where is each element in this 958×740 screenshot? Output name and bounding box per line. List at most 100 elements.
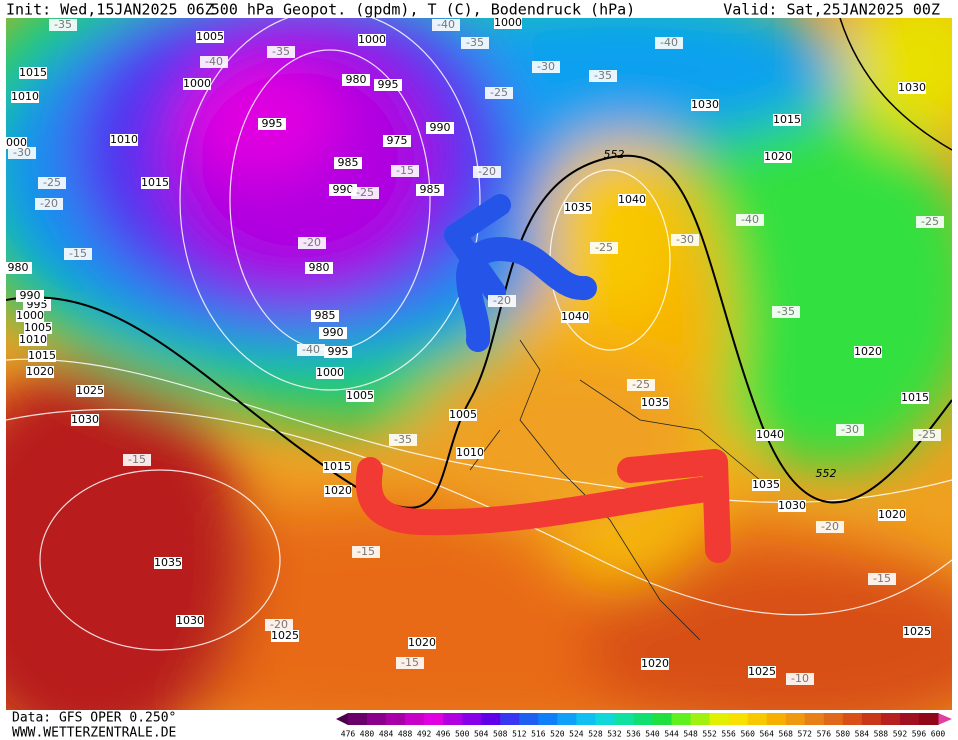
- isobar-label: 1035: [154, 556, 182, 569]
- isotherm-label-box: [589, 70, 617, 82]
- isobar-label: 1005: [24, 321, 52, 334]
- colorbar-band: [709, 713, 730, 725]
- colorbar-band: [500, 713, 520, 725]
- isobar-label: 1040: [561, 310, 589, 323]
- isobar-label-box: [901, 392, 929, 404]
- colorbar-label: 476: [341, 730, 356, 739]
- colorbar-label: 500: [455, 730, 470, 739]
- colorbar-band: [690, 713, 711, 725]
- colorbar-band: [633, 713, 654, 725]
- isobar-label: 1020: [408, 636, 436, 649]
- website: WWW.WETTERZENTRALE.DE: [12, 726, 176, 740]
- isobar-label: 1025: [903, 625, 931, 638]
- isobar-label-box: [854, 346, 882, 358]
- isotherm-label: -15: [401, 656, 419, 669]
- isobar-label: 975: [387, 134, 408, 147]
- colorbar: 476 480 484 488 492 496 500 504 508 512 516 520 524 5…: [336, 713, 952, 739]
- colorbar-band: [348, 713, 368, 725]
- colorbar-label: 568: [779, 730, 794, 739]
- isotherm-label-box: [786, 673, 814, 685]
- isobar-label: 1035: [564, 201, 592, 214]
- isobar-label: 1000: [16, 309, 44, 322]
- isobar-label: 995: [378, 78, 399, 91]
- isotherm-label-box: [772, 306, 800, 318]
- isobar-label: 990: [430, 121, 451, 134]
- colorbar-label: 512: [512, 730, 527, 739]
- isobar-label-box: [456, 447, 484, 459]
- colorbar-band: [557, 713, 577, 725]
- isotherm-label: -25: [632, 378, 650, 391]
- isotherm-label: -35: [777, 305, 795, 318]
- isobar-label: 1015: [773, 113, 801, 126]
- isobar-label: 1010: [11, 90, 39, 103]
- isobar-label: 1015: [19, 66, 47, 79]
- isotherm-label-box: [485, 87, 513, 99]
- isotherm-label-box: [267, 46, 295, 58]
- isotherm-label-box: [64, 248, 92, 260]
- colorbar-band: [443, 713, 463, 725]
- isobar-label: 1040: [618, 193, 646, 206]
- isobar-label: 1030: [71, 413, 99, 426]
- isotherm-label-box: [473, 166, 501, 178]
- isobar-label: 1030: [176, 614, 204, 627]
- isobar-label-box: [6, 262, 32, 274]
- isotherm-label-box: [916, 216, 944, 228]
- isobar-label-box: [752, 479, 780, 491]
- colorbar-label: 492: [417, 730, 432, 739]
- isotherm-label: -25: [918, 428, 936, 441]
- isobar-label-box: [618, 194, 646, 206]
- isotherm-label-box: [391, 165, 419, 177]
- colorbar-band: [804, 713, 825, 725]
- isobar-label-box: [176, 615, 204, 627]
- isobar-label-box: [408, 637, 436, 649]
- isotherm-label-box: [655, 37, 683, 49]
- isotherm-label-box: [396, 657, 424, 669]
- colorbar-band: [576, 713, 596, 725]
- isotherm-label: -10: [791, 672, 809, 685]
- isobar-label: 1020: [324, 484, 352, 497]
- colorbar-band: [842, 713, 863, 725]
- isobar-label-box: [271, 630, 299, 642]
- isobar-label-box: [494, 18, 522, 29]
- isotherm-label-box: [38, 177, 66, 189]
- isotherm-label: -35: [54, 18, 72, 31]
- isobar-label-box: [110, 134, 138, 146]
- colorbar-label: 548: [683, 730, 698, 739]
- isobar-label-box: [324, 346, 352, 358]
- colorbar-label: 504: [474, 730, 489, 739]
- colorbar-band: [462, 713, 482, 725]
- isobar-label-box: [16, 310, 44, 322]
- isotherm-label-box: [816, 521, 844, 533]
- colorbar-band: [899, 713, 920, 725]
- colorbar-label: 556: [721, 730, 736, 739]
- data-source: Data: GFS OPER 0.250°: [12, 711, 176, 726]
- isotherm-label: -25: [490, 86, 508, 99]
- height-label: 552: [816, 467, 837, 480]
- isotherm-label: -40: [205, 55, 223, 68]
- isobar-label-box: [24, 322, 52, 334]
- colorbar-label: 592: [893, 730, 908, 739]
- isotherm-label-box: [627, 379, 655, 391]
- colorbar-band: [861, 713, 882, 725]
- isotherm-label: -30: [537, 60, 555, 73]
- isobar-label-box: [316, 367, 344, 379]
- isobar-label: 1025: [271, 629, 299, 642]
- isotherm-label: -20: [303, 236, 321, 249]
- isotherm-label-box: [389, 434, 417, 446]
- isobar-label-box: [564, 202, 592, 214]
- isobar-label: 1020: [878, 508, 906, 521]
- isobar-label: 1020: [26, 365, 54, 378]
- init-time: Init: Wed,15JAN2025 06Z: [6, 1, 214, 19]
- colorbar-label: 508: [493, 730, 508, 739]
- colorbar-band: [671, 713, 692, 725]
- isobar-label-box: [11, 91, 39, 103]
- isobar-label-box: [342, 74, 370, 86]
- isobar-label: 1000: [494, 16, 522, 29]
- isotherm-label: -30: [841, 423, 859, 436]
- isotherm-label: -15: [128, 453, 146, 466]
- isobar-label: 1040: [756, 428, 784, 441]
- isotherm-label-box: [671, 234, 699, 246]
- isotherm-label: -40: [437, 18, 455, 31]
- colorbar-label: 496: [436, 730, 451, 739]
- isobar-label-box: [26, 366, 54, 378]
